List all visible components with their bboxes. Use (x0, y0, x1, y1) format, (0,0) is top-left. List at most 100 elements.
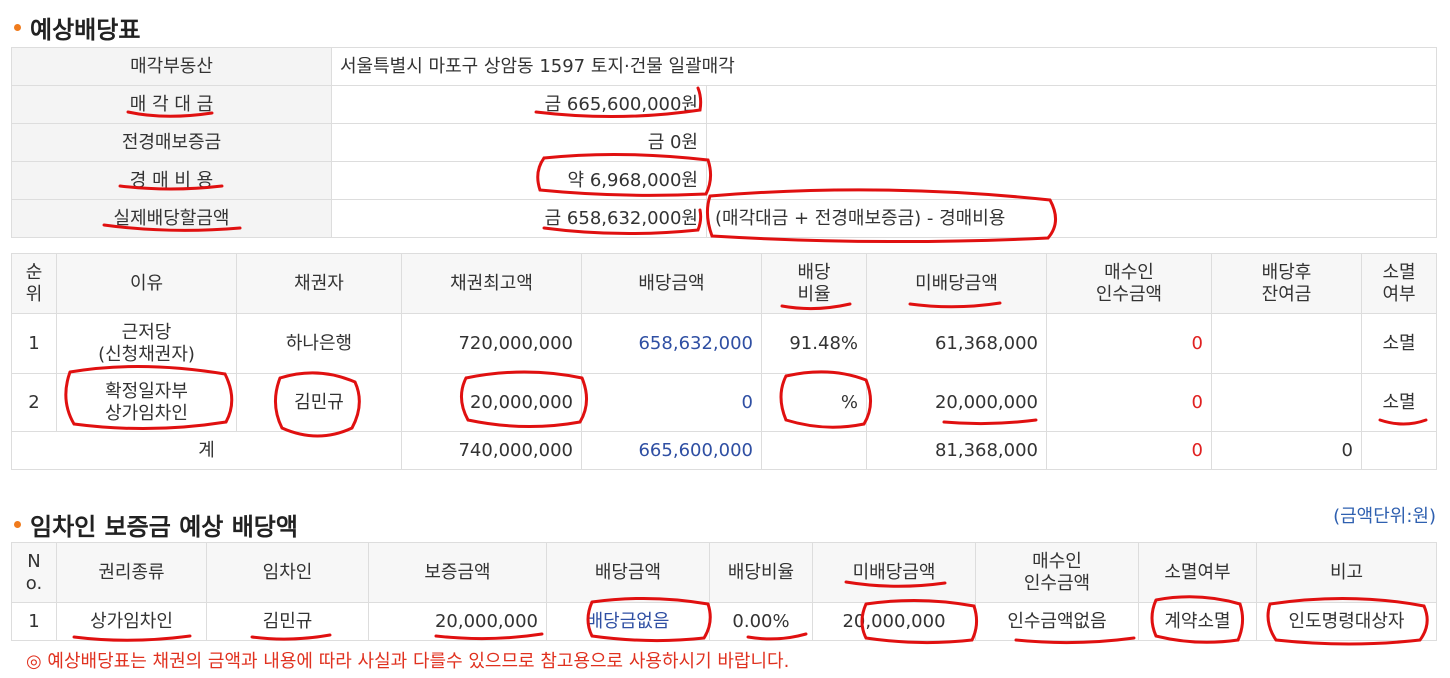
unpaid-cell: 20,000,000 (866, 373, 1047, 432)
col-extinct: 소멸여부 (1138, 542, 1257, 603)
assumed-cell: 0 (1046, 313, 1212, 374)
assumed-cell: 인수금액없음 (975, 602, 1139, 641)
distribution-row: 2 확정일자부 상가임차인 김민규 20,000,000 0 % 20,000,0… (11, 373, 1437, 432)
total-extinct (1361, 431, 1437, 470)
tenant-cell: 김민규 (206, 602, 369, 641)
col-right-type: 권리종류 (56, 542, 207, 603)
summary-row: 매 각 대 금 금 665,600,000원 (11, 85, 1437, 124)
col-unpaid: 미배당금액 (812, 542, 976, 603)
ratio-cell: 91.48% (761, 313, 867, 374)
creditor-cell: 하나은행 (236, 313, 402, 374)
col-assumed-line2: 인수금액 (1095, 283, 1163, 305)
max-claim-cell: 720,000,000 (401, 313, 582, 374)
summary-label: 전경매보증금 (11, 123, 332, 162)
total-unpaid: 81,368,000 (866, 431, 1047, 470)
assumed-cell: 0 (1046, 373, 1212, 432)
col-remaining-line1: 배당후 (1261, 261, 1312, 283)
summary-note: (매각대금 + 전경매보증금) - 경매비용 (706, 199, 1437, 238)
reason-cell: 확정일자부 상가임차인 (56, 373, 237, 432)
ratio-cell: % (761, 373, 867, 432)
summary-row: 경 매 비 용 약 6,968,000원 (11, 161, 1437, 200)
max-claim-cell: 20,000,000 (401, 373, 582, 432)
bullet-icon (14, 24, 21, 31)
total-assumed: 0 (1046, 431, 1212, 470)
extinct-cell: 계약소멸 (1138, 602, 1257, 641)
distribution-row: 1 근저당 (신청채권자) 하나은행 720,000,000 658,632,00… (11, 313, 1437, 374)
remaining-cell (1211, 313, 1362, 374)
dividend-cell: 0 (581, 373, 762, 432)
col-extinct-line1: 소멸 (1382, 261, 1416, 283)
total-ratio (761, 431, 867, 470)
summary-value: 서울특별시 마포구 상암동 1597 토지·건물 일괄매각 (331, 47, 1437, 86)
summary-row: 실제배당할금액 금 658,632,000원 (매각대금 + 전경매보증금) -… (11, 199, 1437, 238)
total-label: 계 (11, 431, 402, 470)
reason-line1: 근저당 (121, 321, 172, 343)
col-creditor: 채권자 (236, 253, 402, 314)
total-remaining: 0 (1211, 431, 1362, 470)
summary-label: 매 각 대 금 (11, 85, 332, 124)
summary-note (706, 161, 1437, 200)
rank-cell: 1 (11, 313, 57, 374)
summary-value: 약 6,968,000원 (331, 161, 707, 200)
col-ratio-line1: 배당 (797, 261, 831, 283)
summary-value: 금 658,632,000원 (331, 199, 707, 238)
extinct-cell: 소멸 (1361, 373, 1437, 432)
summary-row: 전경매보증금 금 0원 (11, 123, 1437, 162)
reason-line2: 상가임차인 (105, 402, 188, 424)
summary-note (706, 85, 1437, 124)
bullet-icon (14, 521, 21, 528)
distribution-total-row: 계 740,000,000 665,600,000 81,368,000 0 0 (11, 431, 1437, 470)
summary-title-text: 예상배당표 (30, 16, 141, 44)
col-assumed: 매수인 인수금액 (1046, 253, 1212, 314)
col-ratio-line2: 비율 (797, 283, 831, 305)
summary-value: 금 665,600,000원 (331, 85, 707, 124)
col-assumed-line1: 매수인 (1032, 550, 1082, 572)
summary-note (706, 123, 1437, 162)
col-max-claim: 채권최고액 (401, 253, 582, 314)
col-rank-line1: 순 (25, 261, 43, 283)
col-assumed-line2: 인수금액 (1023, 572, 1091, 594)
tenant-row: 1 상가임차인 김민규 20,000,000 배당금없음 0.00% 20,00… (11, 602, 1437, 641)
total-dividend: 665,600,000 (581, 431, 762, 470)
col-extinct-line2: 여부 (1382, 283, 1416, 305)
col-no-line2: o. (25, 572, 43, 594)
col-rank-line2: 위 (25, 283, 43, 305)
ratio-cell: 0.00% (709, 602, 813, 641)
col-unpaid: 미배당금액 (866, 253, 1047, 314)
notice-text: ◎ 예상배당표는 채권의 금액과 내용에 따라 사실과 다를수 있으므로 참고용… (26, 651, 790, 672)
col-no-line1: N (27, 550, 41, 572)
rank-cell: 2 (11, 373, 57, 432)
col-tenant: 임차인 (206, 542, 369, 603)
no-cell: 1 (11, 602, 57, 641)
summary-value: 금 0원 (331, 123, 707, 162)
col-remaining: 배당후 잔여금 (1211, 253, 1362, 314)
summary-label: 경 매 비 용 (11, 161, 332, 200)
col-reason: 이유 (56, 253, 237, 314)
tenant-title: 임차인 보증금 예상 배당액 (14, 507, 298, 542)
col-remarks: 비고 (1256, 542, 1437, 603)
reason-cell: 근저당 (신청채권자) (56, 313, 237, 374)
remaining-cell (1211, 373, 1362, 432)
col-remaining-line2: 잔여금 (1261, 283, 1312, 305)
summary-row: 매각부동산 서울특별시 마포구 상암동 1597 토지·건물 일괄매각 (11, 47, 1437, 86)
summary-table: 매각부동산 서울특별시 마포구 상암동 1597 토지·건물 일괄매각 매 각 … (11, 47, 1437, 238)
dividend-cell: 배당금없음 (546, 602, 710, 641)
col-deposit: 보증금액 (368, 542, 547, 603)
summary-label: 매각부동산 (11, 47, 332, 86)
reason-line1: 확정일자부 (105, 380, 188, 402)
right-type-cell: 상가임차인 (56, 602, 207, 641)
creditor-cell: 김민규 (236, 373, 402, 432)
col-assumed-line1: 매수인 (1104, 261, 1154, 283)
summary-title: 예상배당표 (14, 10, 140, 45)
deposit-cell: 20,000,000 (368, 602, 547, 641)
summary-label: 실제배당할금액 (11, 199, 332, 238)
col-dividend: 배당금액 (546, 542, 710, 603)
